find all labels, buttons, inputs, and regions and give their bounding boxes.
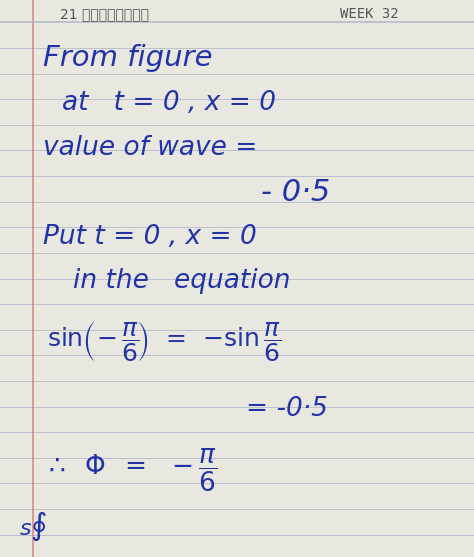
- Text: - 0·5: - 0·5: [261, 178, 330, 207]
- Text: in the   equation: in the equation: [73, 268, 291, 294]
- Text: Put t = 0 , x = 0: Put t = 0 , x = 0: [43, 224, 256, 250]
- Text: $\therefore \;\; \Phi \;\; = \;\; -\dfrac{\pi}{6}$: $\therefore \;\; \Phi \;\; = \;\; -\dfra…: [43, 447, 217, 494]
- Text: = -0·5: = -0·5: [246, 397, 328, 422]
- Text: WEEK 32: WEEK 32: [340, 7, 399, 21]
- Text: From figure: From figure: [43, 45, 212, 72]
- Text: $s\oint$: $s\oint$: [19, 510, 47, 543]
- Text: at   t = 0 , x = 0: at t = 0 , x = 0: [62, 90, 275, 116]
- Text: value of wave =: value of wave =: [43, 135, 257, 160]
- Text: $\sin\!\left(\!-\dfrac{\pi}{6}\!\right)$  =  $-\sin\dfrac{\pi}{6}$: $\sin\!\left(\!-\dfrac{\pi}{6}\!\right)$…: [47, 321, 282, 364]
- Text: 21 ಡಿಸೆಂಬರ್: 21 ಡಿಸೆಂಬರ್: [60, 7, 149, 21]
